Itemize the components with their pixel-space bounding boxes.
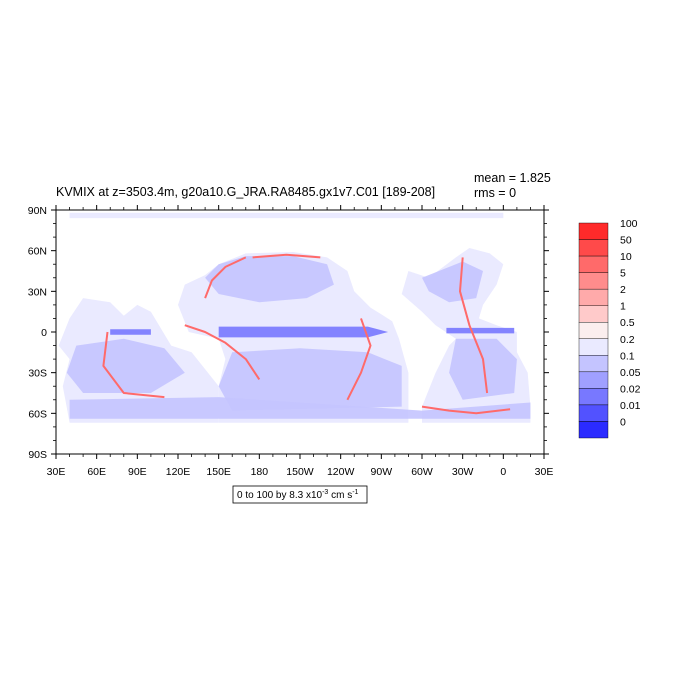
units-exponent-2: -1 <box>352 489 358 496</box>
units-tail: cm s <box>328 490 352 501</box>
aleutian-ridge <box>252 253 321 259</box>
colorbar-box <box>578 388 609 406</box>
indian-equator-band <box>110 329 151 335</box>
rms-stat: rms = 0 <box>474 186 516 200</box>
equatorial-atlantic-band <box>446 327 515 334</box>
colorbar-box <box>578 305 609 323</box>
east-pacific-rise <box>346 318 372 401</box>
colorbar-box <box>578 371 609 389</box>
x-tick-label: 120W <box>327 466 355 478</box>
colorbar-label: 0.5 <box>620 317 635 329</box>
colorbar-box <box>578 322 609 339</box>
units-label: 0 to 100 by 8.3 x10 <box>237 490 323 501</box>
south-pacific-patch <box>218 348 402 411</box>
colorbar-label: 0.05 <box>620 367 641 379</box>
map-axes: 30E 60E 90E 120E 150E 180 150W 120W 90W 60W 30W 0 30… <box>28 205 554 478</box>
south-atlantic-patch <box>449 338 517 400</box>
mid-atlantic-ridge <box>459 257 489 394</box>
y-tick-label: 90N <box>28 205 47 217</box>
colorbar-box <box>578 222 609 240</box>
y-tick-label: 60N <box>28 246 47 258</box>
scotia-arc <box>421 405 511 415</box>
indian-ocean-patch <box>66 338 185 393</box>
colorbar-box <box>578 272 609 290</box>
colorbar-label: 1 <box>620 301 626 313</box>
colorbar-label: 100 <box>620 218 638 230</box>
map-field <box>56 210 544 454</box>
colorbar-box <box>578 338 609 356</box>
colorbar-box <box>578 239 609 257</box>
x-tick-label: 90W <box>371 466 393 478</box>
colorbar-label: 5 <box>620 268 626 280</box>
arctic-ocean <box>69 212 504 219</box>
x-tick-label: 180 <box>251 466 269 478</box>
x-tick-label: 90E <box>128 466 147 478</box>
x-tick-label: 150W <box>286 466 314 478</box>
y-tick-label: 30S <box>28 368 47 380</box>
colorbar-label: 0.01 <box>620 400 641 412</box>
colorbar: 100 50 10 5 2 1 0.5 0.2 0.1 0.05 0.02 0.01 0 <box>578 218 641 439</box>
colorbar-label: 0.1 <box>620 350 635 362</box>
colorbar-label: 50 <box>620 235 632 247</box>
colorbar-box <box>578 288 609 306</box>
x-tick-label: 120E <box>166 466 191 478</box>
colorbar-label: 10 <box>620 251 632 263</box>
north-pacific-patch <box>205 256 334 303</box>
y-tick-label: 0 <box>41 327 47 339</box>
svg-text:0 to 100 by 8.3 x10-3 cm s-1: 0 to 100 by 8.3 x10-3 cm s-1 <box>237 489 359 501</box>
colorbar-box <box>578 404 609 422</box>
y-tick-label: 30N <box>28 286 47 298</box>
kuril-ridge <box>204 256 247 299</box>
north-atlantic-patch <box>422 261 483 303</box>
x-tick-label: 150E <box>206 466 231 478</box>
x-tick-label: 30E <box>535 466 554 478</box>
x-tick-label: 30E <box>47 466 66 478</box>
y-tick-label: 60S <box>28 408 47 420</box>
colorbar-label: 0.2 <box>620 334 635 346</box>
units-exponent: -3 <box>322 489 328 496</box>
indian-ridge <box>102 331 165 399</box>
x-tick-label: 60E <box>87 466 106 478</box>
x-tick-label: 30W <box>452 466 474 478</box>
southern-ocean-patch <box>69 397 531 419</box>
colorbar-box <box>578 421 609 439</box>
west-pacific-arc <box>184 324 261 380</box>
chart-title: KVMIX at z=3503.4m, g20a10.G_JRA.RA8485.… <box>56 185 435 199</box>
colorbar-box <box>578 255 609 273</box>
x-tick-label: 60W <box>411 466 433 478</box>
colorbar-label: 2 <box>620 284 626 296</box>
colorbar-box <box>578 355 609 373</box>
units-box: 0 to 100 by 8.3 x10-3 cm s-1 <box>232 485 368 504</box>
mean-stat: mean = 1.825 <box>474 171 551 185</box>
y-tick-label: 90S <box>28 449 47 461</box>
colorbar-label: 0 <box>620 416 626 428</box>
x-tick-label: 0 <box>500 466 506 478</box>
equatorial-pacific-band <box>218 326 389 338</box>
colorbar-label: 0.02 <box>620 383 641 395</box>
